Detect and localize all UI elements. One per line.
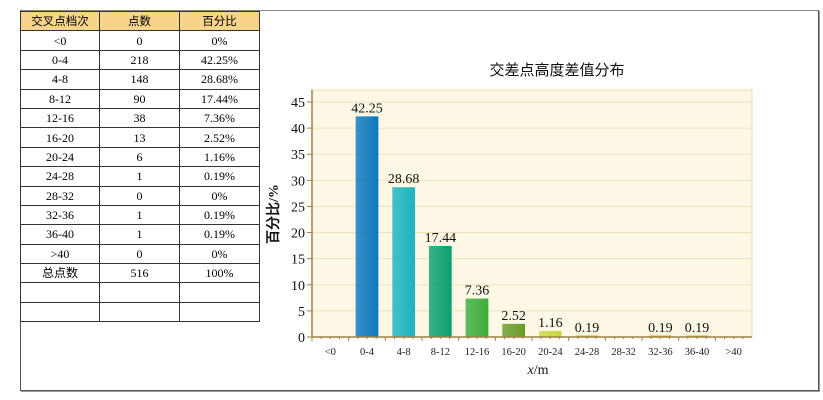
top-border: [20, 10, 818, 11]
bar-16-20: [502, 323, 526, 337]
table-cell: 0.19%: [179, 204, 260, 226]
bar-12-16: [465, 298, 489, 337]
table-cell: 0%: [179, 185, 260, 206]
bar-8-12: [428, 245, 452, 337]
chart-title: 交差点高度差值分布: [489, 61, 624, 79]
table-row: 总点数 516 100%: [20, 263, 260, 284]
y-tick-label: 10: [291, 279, 305, 294]
x-tick-label: >40: [725, 347, 741, 358]
table-cell: 0: [99, 185, 180, 206]
data-label: 2.52: [501, 309, 526, 324]
column-header: 交叉点档次: [20, 10, 100, 32]
x-tick-label: <0: [325, 347, 336, 358]
table-cell: 16-20: [20, 127, 100, 148]
data-label: 1.16: [538, 316, 563, 331]
table-row: 8-12 90 17.44%: [20, 88, 260, 109]
x-axis-label-unit: /m: [534, 363, 549, 378]
data-label: 7.36: [465, 284, 490, 299]
y-tick-label: 0: [298, 331, 305, 346]
table-cell: 38: [99, 107, 180, 129]
y-tick-label: 5: [298, 305, 305, 320]
table-cell: 0%: [179, 30, 260, 51]
table-row: [20, 282, 260, 303]
data-label: 0.19: [648, 321, 673, 336]
table-cell: 20-24: [20, 146, 100, 168]
table-cell: 1: [99, 224, 180, 245]
x-tick-label: 20-24: [538, 347, 563, 358]
x-tick-label: 12-16: [465, 347, 490, 358]
table-cell: 1.16%: [179, 146, 260, 168]
y-axis-label: 百分比/%: [265, 184, 282, 244]
table-row: 24-28 1 0.19%: [20, 166, 260, 187]
data-label: 17.44: [425, 231, 457, 246]
table-cell: 24-28: [20, 166, 100, 187]
data-label: 42.25: [351, 101, 383, 116]
table-cell: 1: [99, 166, 180, 187]
y-tick-label: 15: [291, 253, 305, 268]
x-tick-label: 0-4: [360, 347, 375, 358]
plot-area: [311, 89, 753, 338]
data-label: 28.68: [388, 172, 420, 187]
y-tick-label: 20: [291, 227, 305, 242]
table-cell: 2.52%: [179, 127, 260, 148]
bar-20-24: [538, 330, 562, 337]
table-row: 36-40 1 0.19%: [20, 224, 260, 245]
table-cell: 13: [99, 127, 180, 148]
table-cell: 28-32: [20, 185, 100, 206]
table-row: 12-16 38 7.36%: [20, 107, 260, 129]
table-cell: 7.36%: [179, 107, 260, 129]
table-row: 32-36 1 0.19%: [20, 204, 260, 226]
x-tick-label: 16-20: [501, 347, 526, 358]
bar-4-8: [392, 187, 416, 337]
data-label: 0.19: [685, 321, 710, 336]
y-tick-label: 45: [291, 96, 305, 111]
y-tick-label: 25: [291, 200, 305, 215]
x-tick-label: 8-12: [431, 347, 450, 358]
table-cell: 12-16: [20, 107, 100, 129]
table-cell: 28.68%: [179, 69, 260, 90]
table-row: <0 0 0%: [20, 30, 260, 51]
table-row: [20, 301, 260, 323]
table-row: >40 0 0%: [20, 243, 260, 265]
x-axis-label-var: x: [527, 363, 535, 378]
table-row: 4-8 148 28.68%: [20, 69, 260, 90]
x-axis-label: x/m: [527, 363, 549, 378]
table-cell: [179, 301, 260, 323]
data-label: 0.19: [575, 321, 600, 336]
table-cell: 0.19%: [179, 224, 260, 245]
table-cell: 32-36: [20, 204, 100, 226]
x-tick-label: 28-32: [611, 347, 636, 358]
table-cell: 36-40: [20, 224, 100, 245]
x-tick-label: 24-28: [575, 347, 600, 358]
y-tick-label: 30: [291, 174, 305, 189]
y-tick-label: 40: [291, 122, 305, 137]
x-tick-label: 36-40: [685, 347, 710, 358]
table-row: 28-32 0 0%: [20, 185, 260, 206]
y-tick-label: 35: [291, 148, 305, 163]
table-cell: 218: [99, 49, 180, 71]
table-row: 16-20 13 2.52%: [20, 127, 260, 148]
table-header-row: 交叉点档次 点数 百分比: [20, 10, 260, 32]
x-tick-label: 4-8: [397, 347, 411, 358]
table-row: 20-24 6 1.16%: [20, 146, 260, 168]
table-row: 0-4 218 42.25%: [20, 49, 260, 71]
bar-0-4: [355, 116, 379, 337]
table-cell: 0.19%: [179, 166, 260, 187]
x-tick-label: 32-36: [648, 347, 673, 358]
statistics-table: 交叉点档次 点数 百分比 <0 0 0% 0-4 218 42.25% 4-8 148 28.68% 8…: [20, 10, 260, 323]
